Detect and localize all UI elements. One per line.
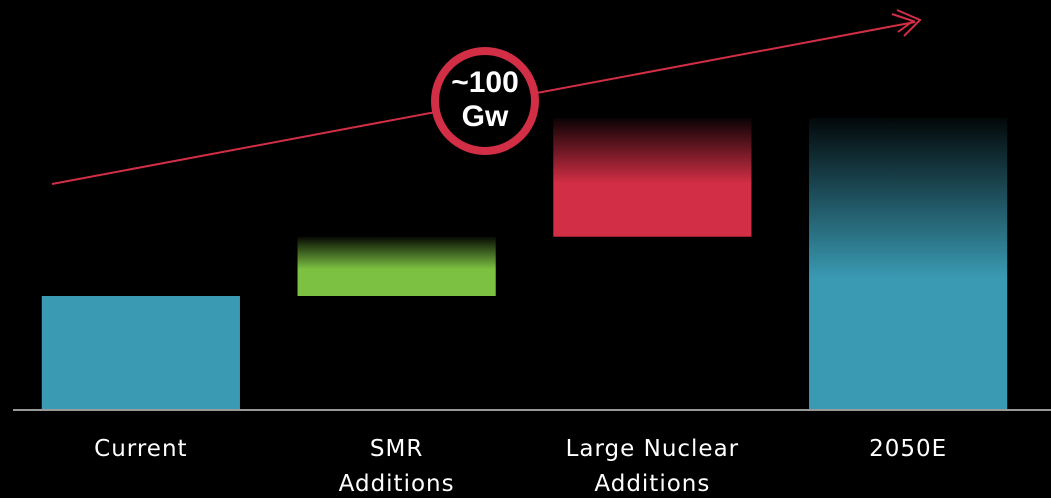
annotation: ~100 Gw bbox=[451, 66, 519, 133]
x-tick-label: Large Nuclear Additions bbox=[566, 436, 740, 497]
bar bbox=[297, 236, 496, 296]
bar bbox=[809, 118, 1008, 410]
x-tick-label-line: Additions bbox=[594, 471, 710, 497]
x-tick-label-line: 2050E bbox=[869, 436, 947, 462]
x-tick-label-line: SMR bbox=[370, 436, 423, 462]
bar bbox=[41, 296, 240, 410]
annotation-line: Gw bbox=[462, 100, 509, 133]
x-tick-label: 2050E bbox=[869, 436, 947, 462]
x-tick-label-line: Current bbox=[94, 436, 187, 462]
arrow-head bbox=[891, 9, 922, 37]
x-tick-label: Current bbox=[94, 436, 187, 462]
x-tick-label: SMR Additions bbox=[339, 436, 455, 497]
x-tick-label-line: Additions bbox=[339, 471, 455, 497]
bar bbox=[553, 118, 752, 237]
annotation-circle bbox=[431, 47, 539, 155]
x-tick-label-line: Large Nuclear bbox=[566, 436, 740, 462]
annotation-line: ~100 bbox=[451, 66, 519, 99]
